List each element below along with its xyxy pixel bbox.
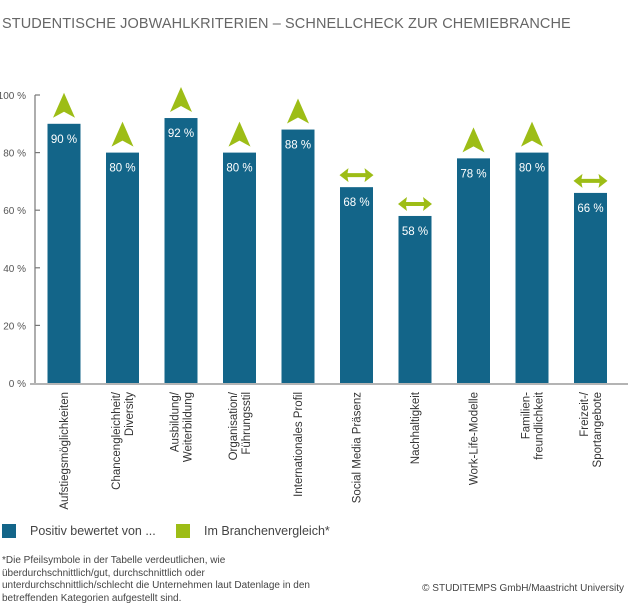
bar <box>164 118 198 383</box>
x-tick-label-line: freundlichkeit <box>534 391 546 460</box>
x-tick-label: Work-Life-Modelle <box>469 392 481 485</box>
bar-value-label: 92 % <box>168 128 194 140</box>
x-tick-label-line: Weiterbildung <box>183 392 195 462</box>
bar-value-label: 78 % <box>460 168 486 180</box>
bar-value-label: 80 % <box>226 163 252 175</box>
y-tick-label: 80 % <box>3 149 26 160</box>
up-arrow-icon <box>287 98 309 124</box>
up-arrow-icon <box>111 121 134 147</box>
y-tick-label: 20 % <box>3 321 26 332</box>
x-tick-label-line: Organisation/ <box>228 391 240 460</box>
x-tick-label: Familien-freundlichkeit <box>521 391 546 460</box>
x-tick-label-line: Ausbildung/ <box>170 391 182 452</box>
bar <box>340 187 373 383</box>
bar <box>223 152 256 383</box>
x-tick-label-line: Freizeit-/ <box>579 391 591 437</box>
y-tick-label: 100 % <box>0 91 26 102</box>
legend-label-positive: Positiv bewertet von ... <box>30 524 156 538</box>
bar <box>47 123 81 384</box>
copyright: © STUDITEMPS GmbH/Maastricht University <box>422 583 624 594</box>
x-tick-label-line: Sportangebote <box>592 392 604 467</box>
up-arrow-icon <box>521 121 543 147</box>
x-tick-label: Organisation/Führungsstil <box>228 391 253 460</box>
up-arrow-icon <box>228 121 251 147</box>
legend-item-positive: Positiv bewertet von ... <box>2 524 156 538</box>
up-arrow-icon <box>462 127 485 153</box>
bar-value-label: 66 % <box>577 203 603 215</box>
y-tick-label: 40 % <box>3 264 26 275</box>
x-tick-label: Freizeit-/Sportangebote <box>579 391 604 467</box>
bar <box>515 152 549 383</box>
x-tick-label-line: Nachhaltigkeit <box>410 391 422 464</box>
bar-value-label: 80 % <box>109 163 135 175</box>
up-arrow-icon <box>170 87 192 113</box>
x-tick-label-line: Work-Life-Modelle <box>469 392 481 485</box>
x-tick-label-line: Führungsstil <box>241 392 253 455</box>
neutral-arrow-icon <box>398 196 432 211</box>
x-tick-label: Ausbildung/Weiterbildung <box>170 391 195 462</box>
x-tick-label: Internationales Profil <box>293 392 305 497</box>
x-tick-label: Aufstiegsmöglichkeiten <box>59 392 71 510</box>
chart-title: STUDENTISCHE JOBWAHLKRITERIEN – SCHNELLC… <box>2 16 571 32</box>
x-tick-label-line: Chancengleichheit/ <box>111 391 123 490</box>
x-tick-label-line: Diversity <box>124 392 136 436</box>
up-arrow-icon <box>53 92 75 118</box>
bar-value-label: 68 % <box>343 197 369 209</box>
x-tick-label-line: Familien- <box>521 392 533 439</box>
bar-chart: 0 % 20 % 40 % 60 % 80 % 100 % 90 % Aufstiegsmög… <box>0 87 628 510</box>
x-tick-label: Social Media Präsenz <box>352 392 364 503</box>
y-tick-label: 0 % <box>9 379 26 390</box>
bar-value-label: 80 % <box>519 163 545 175</box>
x-tick-label-line: Internationales Profil <box>293 392 305 497</box>
y-tick-label: 60 % <box>3 206 26 217</box>
bar <box>398 215 432 383</box>
bar <box>574 192 607 383</box>
x-tick-label-line: Social Media Präsenz <box>352 392 364 503</box>
legend-label-comparison: Im Branchenvergleich* <box>204 524 330 538</box>
legend-swatch-blue <box>2 524 16 538</box>
x-tick-label-line: Aufstiegsmöglichkeiten <box>59 392 71 510</box>
footnote: *Die Pfeilsymbole in der Tabelle verdeut… <box>2 555 310 604</box>
bar <box>457 158 490 383</box>
legend-item-comparison: Im Branchenvergleich* <box>176 524 330 538</box>
legend-swatch-green <box>176 524 190 538</box>
bar-value-label: 88 % <box>285 140 311 152</box>
bar-value-label: 90 % <box>51 134 77 146</box>
x-tick-label: Chancengleichheit/Diversity <box>111 391 136 490</box>
bar <box>106 152 139 383</box>
neutral-arrow-icon <box>339 168 374 183</box>
bar <box>281 129 315 383</box>
x-tick-label: Nachhaltigkeit <box>410 391 422 464</box>
neutral-arrow-icon <box>573 173 608 188</box>
bar-value-label: 58 % <box>402 226 428 238</box>
